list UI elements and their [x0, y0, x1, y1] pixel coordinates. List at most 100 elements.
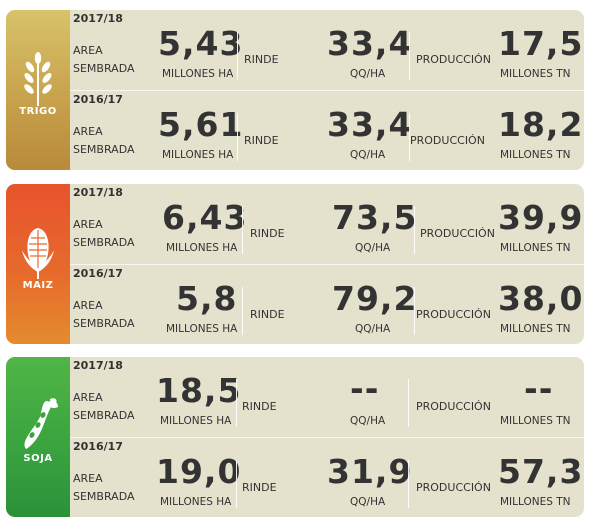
year-label: 2016/17 [73, 440, 123, 453]
produccion-unit: MILLONES TN [500, 323, 571, 335]
area-unit: MILLONES HA [160, 496, 232, 508]
divider [409, 32, 410, 80]
crop-card-maiz: MAIZ 2017/18 AREA SEMBRADA 6,43 MILLONES… [6, 184, 584, 344]
data-row-2017-18: 2017/18 AREA SEMBRADA 6,43 MILLONES HA R… [70, 184, 584, 264]
area-label-line2: SEMBRADA [73, 317, 135, 330]
crop-name: TRIGO [19, 106, 57, 117]
rinde-label: RINDE [242, 481, 277, 494]
area-label-line2: SEMBRADA [73, 490, 135, 503]
area-label: AREA SEMBRADA [73, 470, 135, 506]
year-label: 2017/18 [73, 12, 123, 25]
rinde-unit: QQ/HA [350, 496, 386, 508]
divider [242, 206, 243, 254]
crop-card-soja: SOJA 2017/18 AREA SEMBRADA 18,5 MILLONES… [6, 357, 584, 517]
area-label: AREA SEMBRADA [73, 297, 135, 333]
rinde-label: RINDE [244, 134, 279, 147]
area-value: 5,8 [176, 279, 238, 318]
area-label-line2: SEMBRADA [73, 143, 135, 156]
area-unit: MILLONES HA [162, 68, 234, 80]
wheat-icon [24, 52, 52, 106]
row-separator [70, 437, 584, 438]
produccion-value: 38,0 [498, 279, 584, 318]
produccion-unit: MILLONES TN [500, 242, 571, 254]
area-unit: MILLONES HA [166, 323, 238, 335]
area-label-line1: AREA [73, 472, 103, 485]
produccion-label: PRODUCCIÓN [416, 53, 491, 66]
year-label: 2017/18 [73, 359, 123, 372]
row-separator [70, 90, 584, 91]
soybean-icon [24, 398, 58, 449]
area-value: 18,5 [156, 371, 242, 410]
divider [414, 206, 415, 254]
produccion-label: PRODUCCIÓN [416, 481, 491, 494]
produccion-label: PRODUCCIÓN [416, 308, 491, 321]
divider [236, 379, 237, 427]
year-label: 2016/17 [73, 93, 123, 106]
area-value: 6,43 [162, 198, 248, 237]
crop-card-trigo: TRIGO 2017/18 AREA SEMBRADA 5,43 MILLONE… [6, 10, 584, 170]
divider [409, 113, 410, 161]
area-label-line1: AREA [73, 44, 103, 57]
divider [414, 287, 415, 335]
area-label-line2: SEMBRADA [73, 236, 135, 249]
produccion-value: 39,9 [498, 198, 584, 237]
rinde-value: 33,4 [327, 105, 413, 144]
area-label-line2: SEMBRADA [73, 62, 135, 75]
rinde-label: RINDE [242, 400, 277, 413]
area-value: 19,0 [156, 452, 242, 491]
data-row-2016-17: 2016/17 AREA SEMBRADA 5,8 MILLONES HA RI… [70, 265, 584, 344]
produccion-label: PRODUCCIÓN [420, 227, 495, 240]
area-label-line2: SEMBRADA [73, 409, 135, 422]
area-label: AREA SEMBRADA [73, 389, 135, 425]
area-value: 5,61 [158, 105, 244, 144]
area-label-line1: AREA [73, 218, 103, 231]
rinde-value: 33,4 [327, 24, 413, 63]
divider [408, 460, 409, 508]
rinde-unit: QQ/HA [350, 149, 386, 161]
produccion-value: -- [524, 369, 554, 408]
rinde-value: 31,9 [327, 452, 413, 491]
crop-name: MAIZ [22, 280, 54, 291]
rinde-value: 73,5 [332, 198, 418, 237]
data-row-2016-17: 2016/17 AREA SEMBRADA 19,0 MILLONES HA R… [70, 438, 584, 517]
rinde-unit: QQ/HA [355, 323, 391, 335]
produccion-value: 57,3 [498, 452, 584, 491]
produccion-value: 17,5 [498, 24, 584, 63]
rinde-label: RINDE [244, 53, 279, 66]
data-row-2017-18: 2017/18 AREA SEMBRADA 5,43 MILLONES HA R… [70, 10, 584, 90]
produccion-unit: MILLONES TN [500, 415, 571, 427]
area-label: AREA SEMBRADA [73, 216, 135, 252]
rinde-unit: QQ/HA [350, 68, 386, 80]
data-row-2016-17: 2016/17 AREA SEMBRADA 5,61 MILLONES HA R… [70, 91, 584, 170]
data-row-2017-18: 2017/18 AREA SEMBRADA 18,5 MILLONES HA R… [70, 357, 584, 437]
row-separator [70, 264, 584, 265]
area-value: 5,43 [158, 24, 244, 63]
rinde-unit: QQ/HA [355, 242, 391, 254]
produccion-unit: MILLONES TN [500, 496, 571, 508]
divider [237, 32, 238, 80]
produccion-label: PRODUCCIÓN [410, 134, 485, 147]
area-unit: MILLONES HA [160, 415, 232, 427]
rinde-value: 79,2 [332, 279, 418, 318]
crop-sidebar-trigo: TRIGO [6, 10, 70, 170]
crop-name: SOJA [23, 453, 53, 464]
area-unit: MILLONES HA [162, 149, 234, 161]
area-unit: MILLONES HA [166, 242, 238, 254]
divider [237, 113, 238, 161]
produccion-value: 18,2 [498, 105, 584, 144]
divider [242, 287, 243, 335]
rinde-label: RINDE [250, 308, 285, 321]
produccion-unit: MILLONES TN [500, 68, 571, 80]
rinde-label: RINDE [250, 227, 285, 240]
area-label-line1: AREA [73, 391, 103, 404]
crop-sidebar-maiz: MAIZ [6, 184, 70, 344]
area-label: AREA SEMBRADA [73, 123, 135, 159]
produccion-label: PRODUCCIÓN [416, 400, 491, 413]
rinde-unit: QQ/HA [350, 415, 386, 427]
divider [408, 379, 409, 427]
rinde-value: -- [350, 369, 380, 408]
corn-icon [22, 228, 54, 279]
year-label: 2017/18 [73, 186, 123, 199]
area-label-line1: AREA [73, 125, 103, 138]
area-label: AREA SEMBRADA [73, 42, 135, 78]
